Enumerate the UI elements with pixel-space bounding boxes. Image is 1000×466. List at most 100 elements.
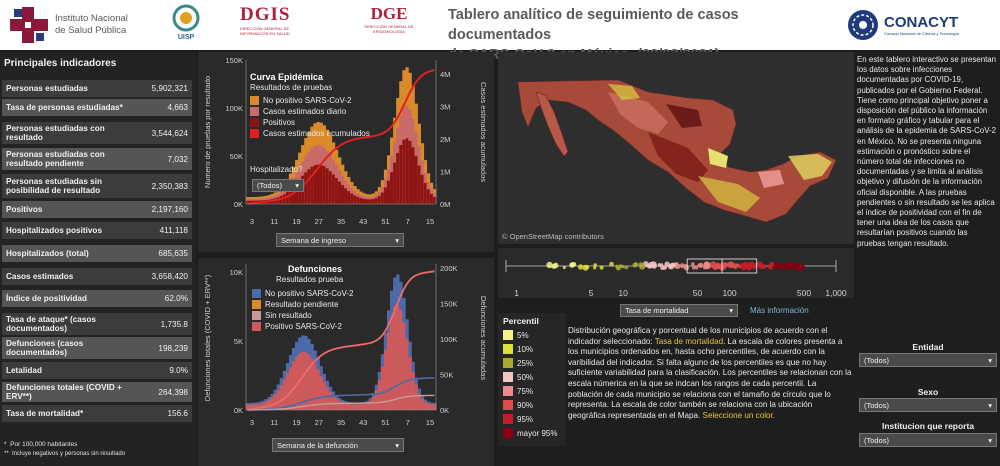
percentile-item[interactable]: 25% (503, 356, 557, 370)
boxplot-chart[interactable]: 1 5 10 50 100 500 1,000 (498, 248, 854, 298)
uisp-logo: UISP (170, 4, 202, 46)
def-bar-positivo (274, 394, 277, 410)
epi-left-tick: 150K (225, 56, 243, 65)
def-x-tick: 3 (250, 418, 254, 427)
epi-bar-positivos (362, 199, 365, 204)
percentile-item[interactable]: 5% (503, 328, 557, 342)
filter-entidad-label: Entidad (858, 342, 998, 352)
boxplot-point (727, 262, 733, 268)
percentile-item[interactable]: 90% (503, 398, 557, 412)
indicator-value: 3,658,420 (130, 272, 192, 281)
percentile-label: 10% (517, 345, 533, 354)
epi-bar-positivos (283, 194, 286, 204)
footnote-2-text: Incluye negativos y personas sin resulta… (12, 451, 125, 457)
footnote-1: * Por 100,000 habitantes (4, 441, 77, 448)
description-text: Distribución geográfica y porcentual de … (568, 326, 852, 421)
epi-bar-positivos (378, 196, 381, 204)
epi-chart[interactable]: 150K 100K 50K 0K 4M 3M 2M 1M 0M 3 11 19 27 35 43 51 7 15 N… (198, 52, 494, 252)
legend-item[interactable]: No positivo SARS-CoV-2 (252, 288, 353, 299)
epi-bar-positivos (347, 191, 350, 204)
def-bar-positivo (338, 401, 341, 410)
filter-sexo-dropdown[interactable]: (Todos) ▾ (859, 398, 997, 412)
legend-label: Casos estimados acumulados (263, 129, 370, 138)
footnote-2-mark: ** (4, 451, 9, 457)
indicator-row: Hospitalizados positivos 411,118 (2, 222, 192, 239)
epi-x-tick: 15 (426, 217, 434, 226)
epi-bar-positivos (359, 198, 362, 204)
epi-x-tick: 11 (270, 217, 278, 226)
percentile-label: 5% (517, 331, 529, 340)
def-bar-positivo (353, 404, 356, 410)
def-bar-positivo (277, 390, 280, 410)
legend-item[interactable]: No positivo SARS-CoV-2 (250, 95, 370, 106)
def-bar-positivo (286, 373, 289, 410)
epi-bar-positivos (399, 145, 402, 204)
indicators-title: Principales indicadores (4, 58, 116, 69)
percentile-item[interactable]: 75% (503, 384, 557, 398)
def-subtitle: Resultados prueba (276, 275, 343, 284)
boxplot-point (782, 265, 786, 269)
filter-institucion-dropdown[interactable]: (Todos) ▾ (859, 433, 997, 447)
epi-right-tick: 3M (440, 103, 450, 112)
legend-item[interactable]: Positivos (250, 117, 370, 128)
epi-bar-positivos (381, 193, 384, 204)
legend-item[interactable]: Sin resultado (252, 310, 353, 321)
epi-bar-positivos (286, 192, 289, 204)
more-info-link[interactable]: Más información (750, 306, 809, 315)
indicator-label: Hospitalizados positivos (2, 226, 130, 236)
percentile-label: 25% (517, 359, 533, 368)
boxplot-point (648, 265, 652, 269)
def-bar-positivo (359, 404, 362, 410)
indicator-value: 5,902,321 (130, 84, 192, 93)
indicator-row: Positivos 2,197,160 (2, 201, 192, 218)
epi-bar-positivos (280, 196, 283, 204)
week-defuncion-dropdown[interactable]: Semana de la defunción ▾ (272, 438, 404, 452)
hosp-dropdown[interactable]: (Todos) ▾ (252, 179, 304, 192)
def-bar-positivo (378, 380, 381, 410)
def-x-tick: 51 (381, 418, 389, 427)
boxplot-tick: 500 (797, 288, 811, 298)
mexico-map[interactable] (498, 52, 854, 244)
percentile-swatch (503, 400, 513, 410)
def-bar-positivo (289, 367, 292, 410)
percentile-swatch (503, 358, 513, 368)
epi-ylabel-left: Numero de pruebas por resultado (203, 76, 212, 188)
percentile-item[interactable]: 10% (503, 342, 557, 356)
def-bar-positivo (408, 357, 411, 410)
boxplot-point (684, 265, 689, 270)
percentile-item[interactable]: 95% (503, 412, 557, 426)
indicator-value: 3,544,624 (130, 129, 192, 138)
uisp-logo-icon (170, 4, 202, 34)
epi-bar-positivos (396, 153, 399, 204)
def-bar-positivo (307, 355, 310, 410)
indicator-label: Personas estudiadas con resultado pendie… (2, 150, 130, 169)
def-x-tick: 15 (426, 418, 434, 427)
map-panel[interactable]: © OpenStreetMap contributors (498, 52, 854, 244)
percentile-swatch (503, 330, 513, 340)
legend-item[interactable]: Casos estimados diario (250, 106, 370, 117)
legend-item[interactable]: Positivo SARS-CoV-2 (252, 321, 353, 332)
indicator-row: Personas estudiadas sin posibilidad de r… (2, 174, 192, 198)
percentile-item[interactable]: 50% (503, 370, 557, 384)
epi-x-tick: 7 (406, 217, 410, 226)
epi-subtitle: Resultados de pruebas (250, 83, 332, 92)
boxplot-tick: 50 (693, 288, 703, 298)
legend-item[interactable]: Casos estimados acumulados (250, 128, 370, 139)
percentile-item[interactable]: mayor 95% (503, 426, 557, 440)
footnote-2: ** Incluye negativos y personas sin resu… (4, 451, 125, 457)
epi-chart-panel: 150K 100K 50K 0K 4M 3M 2M 1M 0M 3 11 19 27 35 43 51 7 15 N… (198, 52, 494, 252)
epi-x-tick: 27 (315, 217, 323, 226)
legend-item[interactable]: Resultado pendiente (252, 299, 353, 310)
epi-bar-positivos (344, 188, 347, 204)
indicator-label: Letalidad (2, 366, 130, 376)
metric-dropdown[interactable]: Tasa de mortalidad ▾ (620, 304, 738, 317)
legend-swatch (252, 311, 261, 320)
week-ingreso-dropdown[interactable]: Semana de ingreso ▾ (276, 233, 404, 247)
chevron-down-icon: ▾ (395, 236, 399, 245)
filter-entidad-dropdown[interactable]: (Todos) ▾ (859, 353, 997, 367)
def-bar-positivo (427, 403, 430, 410)
description-highlight2[interactable]: Seleccione un color. (703, 411, 775, 420)
chevron-down-icon: ▾ (729, 306, 733, 315)
epi-bar-positivos (307, 169, 310, 204)
def-bar-positivo (283, 379, 286, 410)
